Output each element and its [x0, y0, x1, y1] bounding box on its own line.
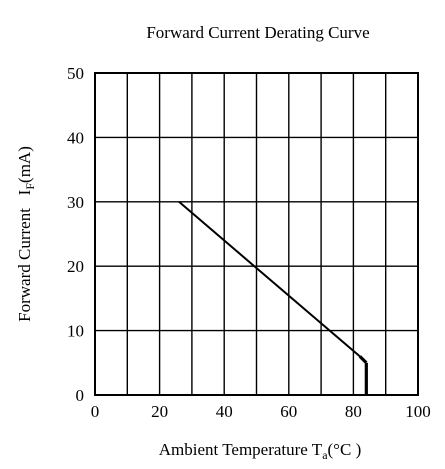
series: [178, 201, 368, 395]
y-axis-label-unit: (mA): [15, 146, 34, 183]
y-tick-labels: 0 10 20 30 40 50: [67, 64, 84, 405]
x-tick-labels: 0 20 40 60 80 100: [91, 402, 431, 421]
chart-title: Forward Current Derating Curve: [146, 23, 369, 42]
derating-curve-segment: [358, 355, 368, 364]
y-tick-label: 30: [67, 193, 84, 212]
x-tick-label: 40: [216, 402, 233, 421]
derating-curve-segment: [178, 201, 361, 358]
x-axis-label-unit: (°C ): [328, 440, 362, 459]
y-tick-label: 0: [76, 386, 85, 405]
x-axis-label: Ambient Temperature Ta(°C ): [159, 440, 361, 462]
y-axis-label: Forward Current IF(mA): [15, 146, 37, 322]
x-axis-label-subscript: a: [322, 448, 328, 462]
grid: [95, 73, 418, 395]
x-tick-label: 100: [405, 402, 431, 421]
x-axis-label-main: Ambient Temperature T: [159, 440, 323, 459]
x-tick-label: 60: [280, 402, 297, 421]
x-tick-label: 80: [345, 402, 362, 421]
y-axis-label-main: Forward Current I: [15, 189, 34, 322]
x-tick-label: 20: [151, 402, 168, 421]
y-tick-label: 10: [67, 322, 84, 341]
y-tick-label: 50: [67, 64, 84, 83]
x-tick-label: 0: [91, 402, 100, 421]
y-tick-label: 40: [67, 128, 84, 147]
y-tick-label: 20: [67, 257, 84, 276]
plot-frame: [94, 72, 419, 396]
y-axis-label-subscript: F: [23, 183, 37, 190]
